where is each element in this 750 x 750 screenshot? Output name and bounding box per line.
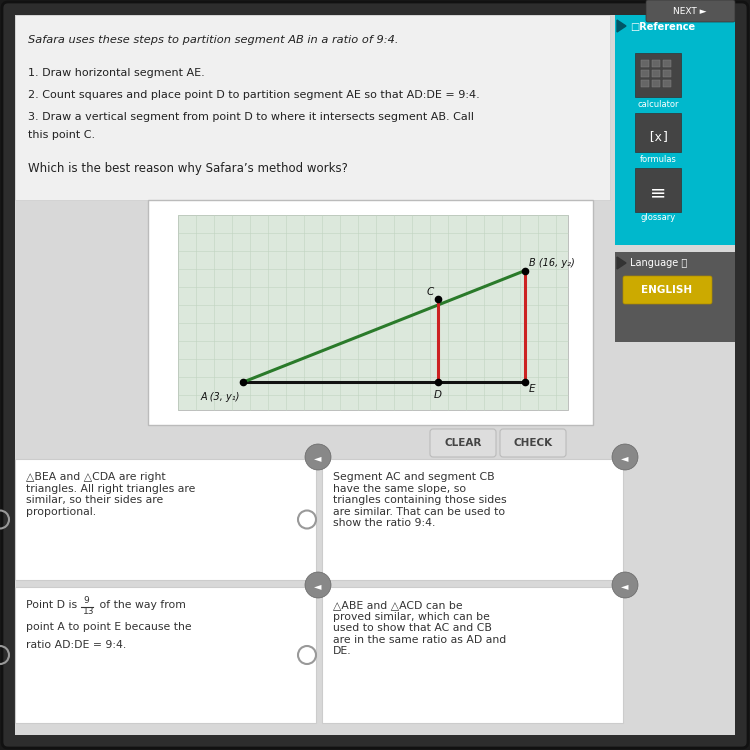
Text: glossary: glossary — [640, 213, 676, 222]
Bar — [663, 60, 671, 67]
Bar — [652, 70, 660, 77]
Text: 1. Draw horizontal segment AE.: 1. Draw horizontal segment AE. — [28, 68, 205, 78]
Text: 3. Draw a vertical segment from point D to where it intersects segment AB. Call: 3. Draw a vertical segment from point D … — [28, 112, 474, 122]
Text: this point C.: this point C. — [28, 130, 95, 140]
Text: ratio AD:DE = 9:4.: ratio AD:DE = 9:4. — [26, 640, 126, 650]
Bar — [663, 70, 671, 77]
FancyBboxPatch shape — [646, 0, 735, 22]
FancyBboxPatch shape — [15, 587, 316, 723]
Bar — [641, 60, 649, 67]
Text: △ABE and △ACD can be
proved similar, which can be
used to show that AC and CB
ar: △ABE and △ACD can be proved similar, whi… — [333, 600, 506, 656]
Text: calculator: calculator — [638, 100, 679, 109]
Bar — [641, 80, 649, 87]
Text: [x]: [x] — [646, 130, 669, 143]
Bar — [641, 70, 649, 77]
Text: ENGLISH: ENGLISH — [641, 285, 692, 295]
Text: formulas: formulas — [640, 155, 676, 164]
Text: NEXT ►: NEXT ► — [674, 7, 706, 16]
FancyBboxPatch shape — [635, 53, 681, 97]
Text: 2. Count squares and place point D to partition segment AE so that AD:DE = 9:4.: 2. Count squares and place point D to pa… — [28, 90, 480, 100]
Text: □Reference: □Reference — [630, 22, 695, 32]
FancyBboxPatch shape — [635, 113, 681, 152]
Text: CLEAR: CLEAR — [444, 438, 482, 448]
FancyBboxPatch shape — [15, 459, 316, 580]
Circle shape — [305, 444, 331, 470]
Text: Safara uses these steps to partition segment AB in a ratio of 9:4.: Safara uses these steps to partition seg… — [28, 35, 398, 45]
Text: B (16, y₂): B (16, y₂) — [529, 258, 574, 268]
FancyBboxPatch shape — [635, 168, 681, 212]
Text: A (3, y₁): A (3, y₁) — [201, 392, 240, 402]
Text: △BEA and △CDA are right
triangles. All right triangles are
similar, so their sid: △BEA and △CDA are right triangles. All r… — [26, 472, 195, 517]
Polygon shape — [617, 20, 626, 32]
Bar — [148, 200, 593, 425]
Text: Which is the best reason why Safara’s method works?: Which is the best reason why Safara’s me… — [28, 162, 348, 175]
Text: Point D is: Point D is — [26, 600, 81, 610]
Text: 9: 9 — [83, 596, 88, 605]
Text: Language ⓘ: Language ⓘ — [630, 258, 687, 268]
Text: Segment AC and segment CB
have the same slope, so
triangles containing those sid: Segment AC and segment CB have the same … — [333, 472, 507, 529]
Bar — [615, 252, 735, 342]
Bar — [652, 60, 660, 67]
Text: C: C — [427, 286, 434, 296]
FancyBboxPatch shape — [322, 587, 623, 723]
Text: CHECK: CHECK — [514, 438, 553, 448]
Text: E: E — [529, 384, 536, 394]
Text: ◄: ◄ — [621, 453, 628, 463]
Circle shape — [305, 572, 331, 598]
FancyBboxPatch shape — [430, 429, 496, 457]
Polygon shape — [617, 257, 626, 269]
Text: D: D — [434, 390, 442, 400]
Bar — [615, 15, 735, 245]
Text: ≡: ≡ — [650, 183, 666, 202]
FancyBboxPatch shape — [322, 459, 623, 580]
Circle shape — [612, 572, 638, 598]
Circle shape — [612, 444, 638, 470]
Text: ◄: ◄ — [314, 453, 322, 463]
Bar — [15, 15, 610, 200]
Text: ◄: ◄ — [314, 581, 322, 591]
Bar — [178, 215, 568, 410]
FancyBboxPatch shape — [623, 276, 712, 304]
Bar — [652, 80, 660, 87]
Text: ◄: ◄ — [621, 581, 628, 591]
Text: of the way from: of the way from — [96, 600, 186, 610]
FancyBboxPatch shape — [500, 429, 566, 457]
Bar — [663, 80, 671, 87]
Text: 13: 13 — [83, 607, 94, 616]
Text: point A to point E because the: point A to point E because the — [26, 622, 192, 632]
